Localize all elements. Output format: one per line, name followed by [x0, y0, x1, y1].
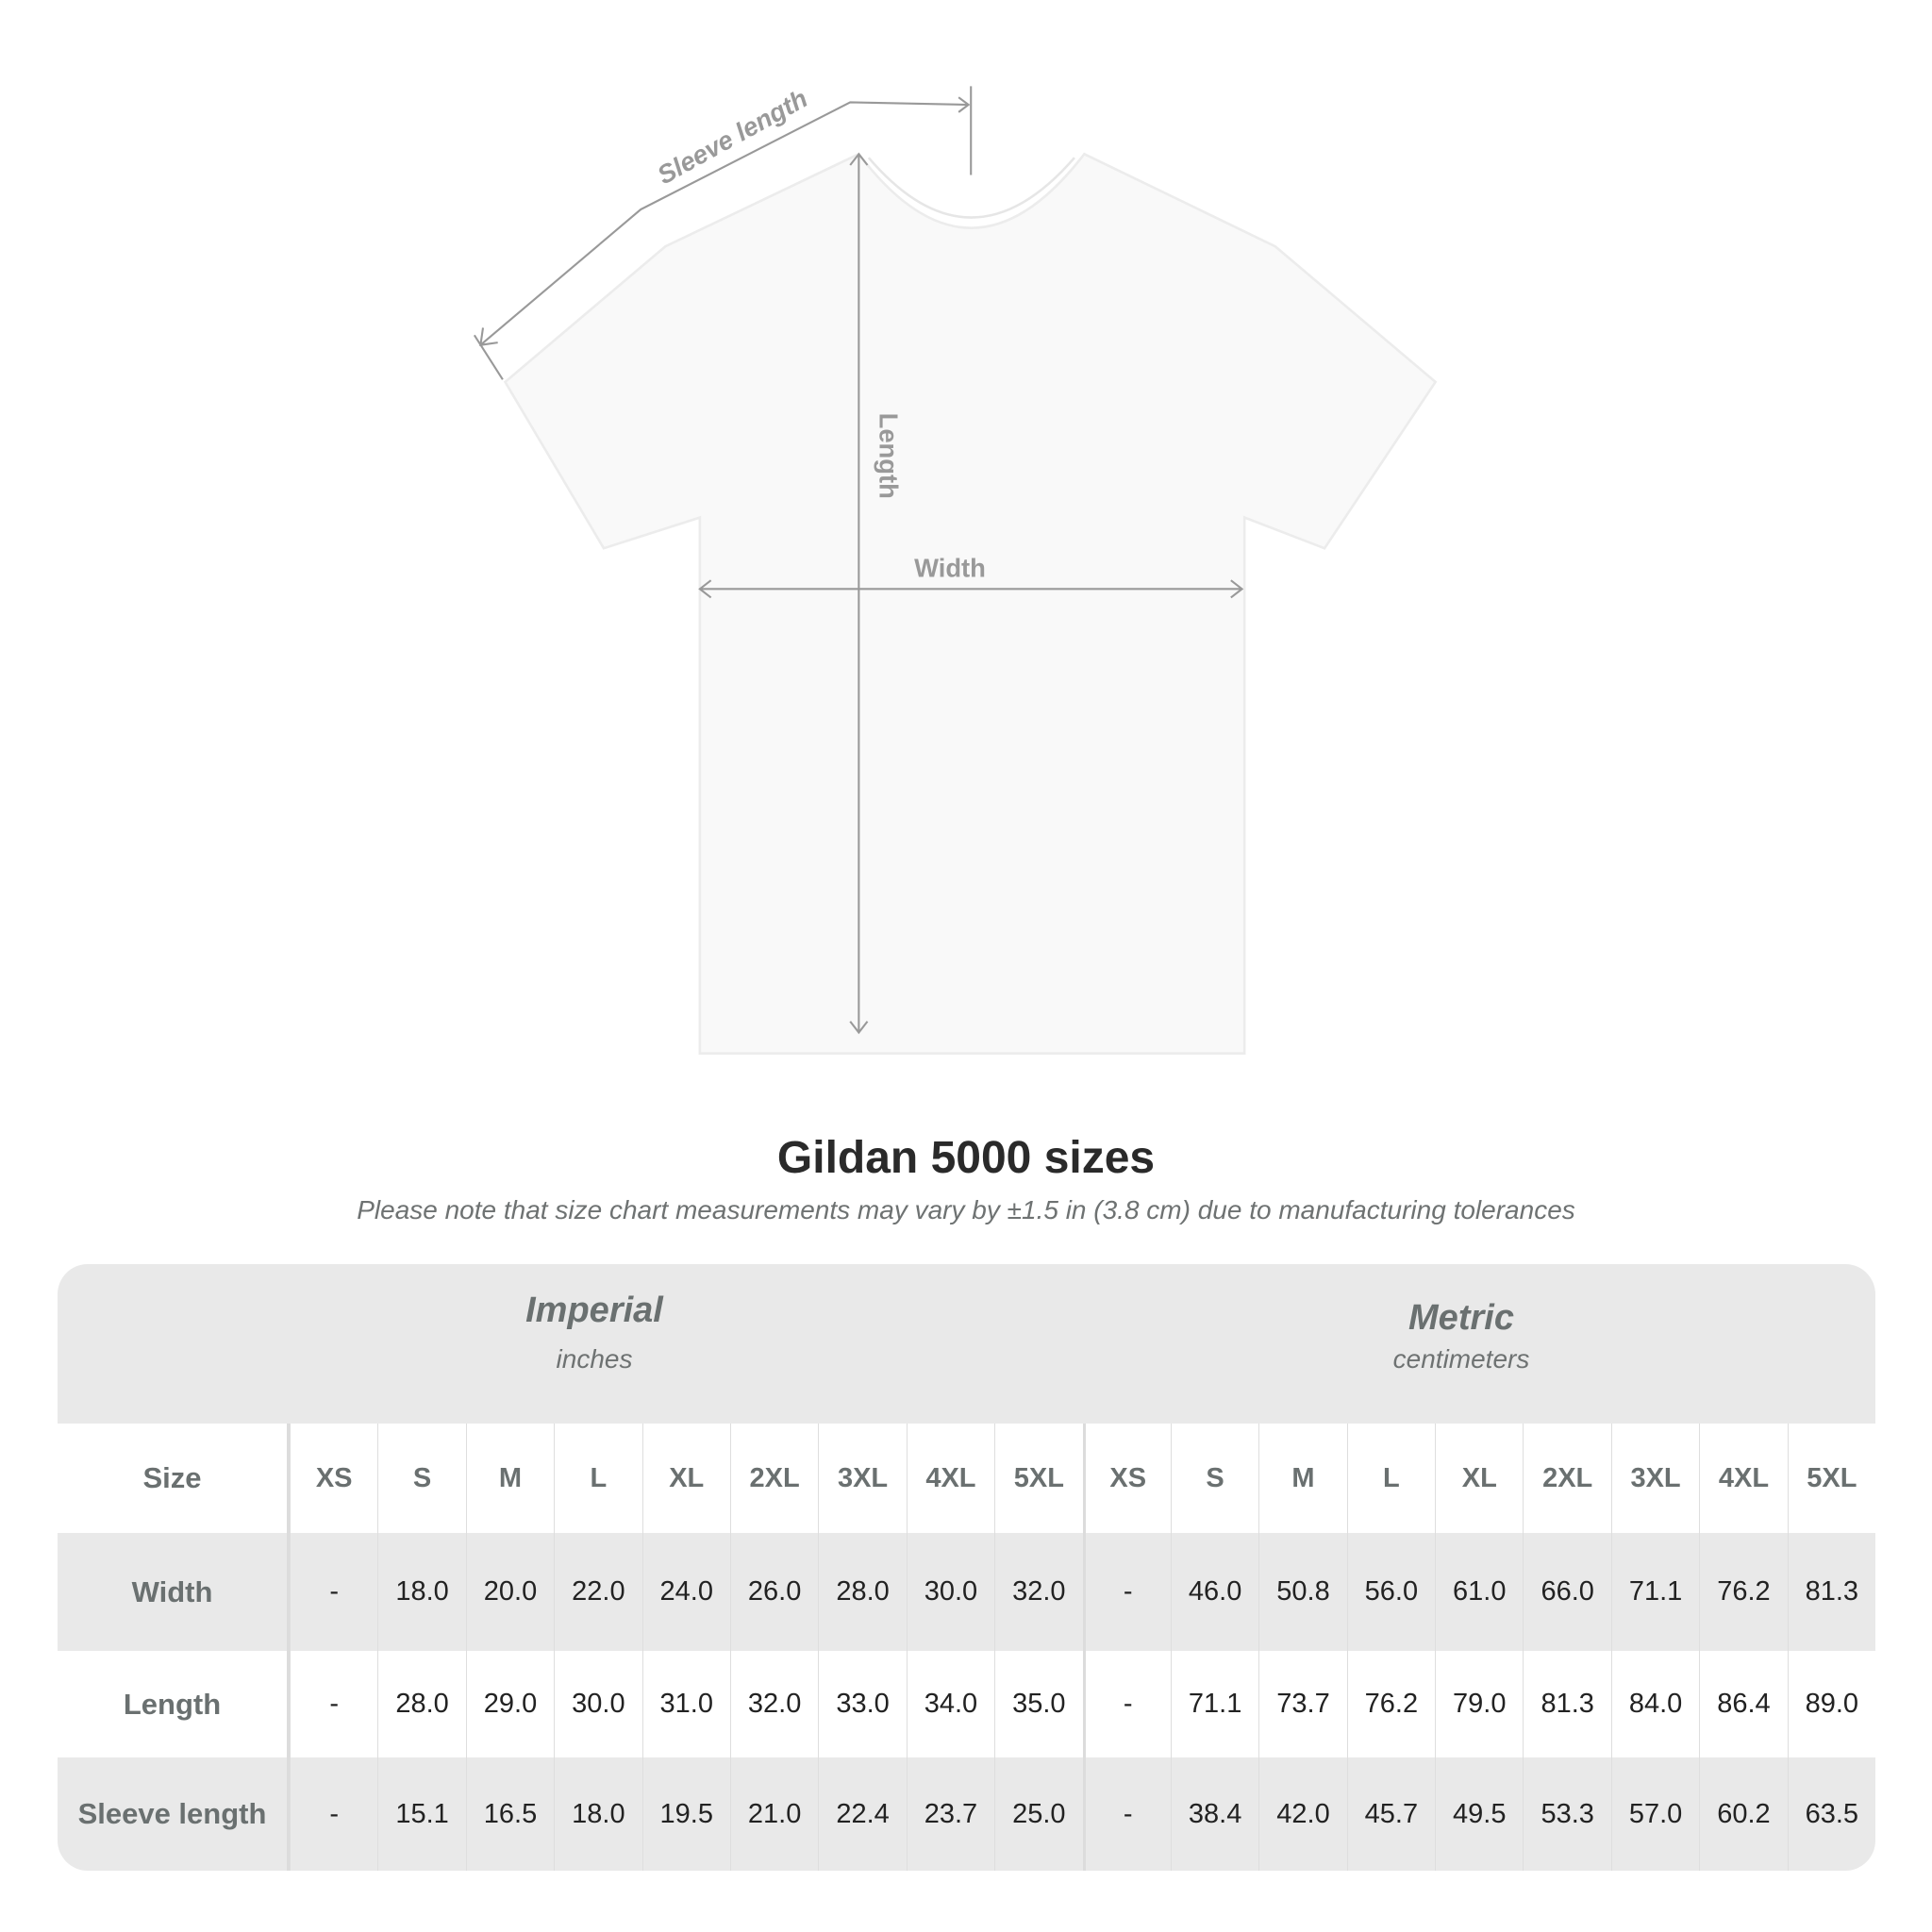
length-label: Length: [874, 413, 904, 499]
width-label: Width: [914, 553, 986, 582]
metric-value: 49.5: [1435, 1757, 1523, 1871]
size-metric-2xl: 2XL: [1523, 1424, 1610, 1533]
imperial-unit: inches: [556, 1344, 633, 1374]
imperial-value: 23.7: [906, 1757, 994, 1871]
table-row: Sleeve length -15.1 16.5 18.0 19.5 21.0 22.4 23…: [58, 1757, 1875, 1871]
sleeve-length-label: Sleeve length: [653, 83, 813, 190]
metric-value: -: [1082, 1651, 1171, 1757]
metric-value: -: [1082, 1757, 1171, 1871]
imperial-value: -: [290, 1651, 377, 1757]
imperial-value: 15.1: [377, 1757, 465, 1871]
size-label: Size: [58, 1424, 290, 1533]
metric-value: 79.0: [1435, 1651, 1523, 1757]
size-imperial-xl: XL: [641, 1424, 730, 1533]
imperial-value: 32.0: [729, 1651, 818, 1757]
metric-value: 61.0: [1435, 1533, 1523, 1651]
row-label: Length: [58, 1651, 290, 1757]
size-imperial-m: M: [465, 1424, 554, 1533]
metric-value: 86.4: [1699, 1651, 1787, 1757]
metric-header: Metric centimeters: [1178, 1298, 1744, 1374]
imperial-value: 33.0: [818, 1651, 906, 1757]
imperial-value: 25.0: [994, 1757, 1082, 1871]
sleeve-length-line: [479, 101, 969, 346]
size-metric-5xl: 5XL: [1787, 1424, 1875, 1533]
size-metric-s: S: [1170, 1424, 1258, 1533]
imperial-value: 31.0: [641, 1651, 730, 1757]
imperial-value: 20.0: [465, 1533, 554, 1651]
metric-value: -: [1082, 1533, 1171, 1651]
metric-value: 50.8: [1258, 1533, 1346, 1651]
size-metric-3xl: 3XL: [1610, 1424, 1699, 1533]
metric-value: 42.0: [1258, 1757, 1346, 1871]
size-imperial-5xl: 5XL: [994, 1424, 1082, 1533]
imperial-value: 18.0: [554, 1757, 641, 1871]
imperial-value: 30.0: [906, 1533, 994, 1651]
imperial-title: Imperial: [525, 1291, 663, 1330]
metric-value: 60.2: [1699, 1757, 1787, 1871]
size-imperial-3xl: 3XL: [818, 1424, 906, 1533]
metric-unit: centimeters: [1392, 1344, 1530, 1374]
size-imperial-s: S: [377, 1424, 465, 1533]
metric-title: Metric: [1408, 1298, 1514, 1338]
size-imperial-2xl: 2XL: [729, 1424, 818, 1533]
metric-value: 84.0: [1610, 1651, 1699, 1757]
size-table: Imperial inches Metric centimeters Size X…: [58, 1264, 1875, 1871]
imperial-value: 18.0: [377, 1533, 465, 1651]
metric-value: 81.3: [1787, 1533, 1875, 1651]
imperial-value: -: [290, 1533, 377, 1651]
metric-value: 38.4: [1170, 1757, 1258, 1871]
metric-value: 71.1: [1170, 1651, 1258, 1757]
metric-value: 45.7: [1346, 1757, 1435, 1871]
size-metric-l: L: [1346, 1424, 1435, 1533]
row-label: Sleeve length: [58, 1757, 290, 1871]
size-imperial-4xl: 4XL: [906, 1424, 994, 1533]
tolerance-note: Please note that size chart measurements…: [357, 1195, 1575, 1224]
metric-value: 73.7: [1258, 1651, 1346, 1757]
metric-value: 56.0: [1346, 1533, 1435, 1651]
imperial-value: 35.0: [994, 1651, 1082, 1757]
table-header: Imperial inches Metric centimeters: [58, 1264, 1875, 1424]
table-row: Length -28.0 29.0 30.0 31.0 32.0 33.0 34.0 35.0-…: [58, 1651, 1875, 1757]
imperial-value: 28.0: [377, 1651, 465, 1757]
metric-value: 53.3: [1523, 1757, 1610, 1871]
metric-value: 63.5: [1787, 1757, 1875, 1871]
imperial-value: 24.0: [641, 1533, 730, 1651]
size-imperial-l: L: [554, 1424, 641, 1533]
table-row: Width -18.0 20.0 22.0 24.0 26.0 28.0 30.0 32.0-4…: [58, 1533, 1875, 1651]
metric-value: 57.0: [1610, 1757, 1699, 1871]
metric-value: 46.0: [1170, 1533, 1258, 1651]
size-metric-4xl: 4XL: [1699, 1424, 1787, 1533]
imperial-value: -: [290, 1757, 377, 1871]
imperial-value: 21.0: [729, 1757, 818, 1871]
metric-value: 71.1: [1610, 1533, 1699, 1651]
tshirt-shape: [503, 152, 1438, 1056]
row-label: Width: [58, 1533, 290, 1651]
metric-value: 76.2: [1699, 1533, 1787, 1651]
imperial-value: 22.0: [554, 1533, 641, 1651]
size-metric-m: M: [1258, 1424, 1346, 1533]
metric-value: 81.3: [1523, 1651, 1610, 1757]
size-metric-xl: XL: [1435, 1424, 1523, 1533]
size-header-row: Size XS S M L XL 2XL 3XL 4XL 5XL XS S M L XL 2XL 3XL 4XL 5…: [58, 1424, 1875, 1533]
page-title: Gildan 5000 sizes: [776, 1133, 1156, 1183]
imperial-value: 29.0: [465, 1651, 554, 1757]
imperial-value: 22.4: [818, 1757, 906, 1871]
metric-value: 89.0: [1787, 1651, 1875, 1757]
imperial-value: 34.0: [906, 1651, 994, 1757]
metric-value: 66.0: [1523, 1533, 1610, 1651]
metric-value: 76.2: [1346, 1651, 1435, 1757]
imperial-value: 19.5: [641, 1757, 730, 1871]
imperial-value: 32.0: [994, 1533, 1082, 1651]
size-imperial-xs: XS: [290, 1424, 377, 1533]
size-metric-xs: XS: [1082, 1424, 1171, 1533]
imperial-value: 26.0: [729, 1533, 818, 1651]
imperial-value: 28.0: [818, 1533, 906, 1651]
imperial-header: Imperial inches: [311, 1291, 877, 1374]
imperial-value: 16.5: [465, 1757, 554, 1871]
imperial-value: 30.0: [554, 1651, 641, 1757]
